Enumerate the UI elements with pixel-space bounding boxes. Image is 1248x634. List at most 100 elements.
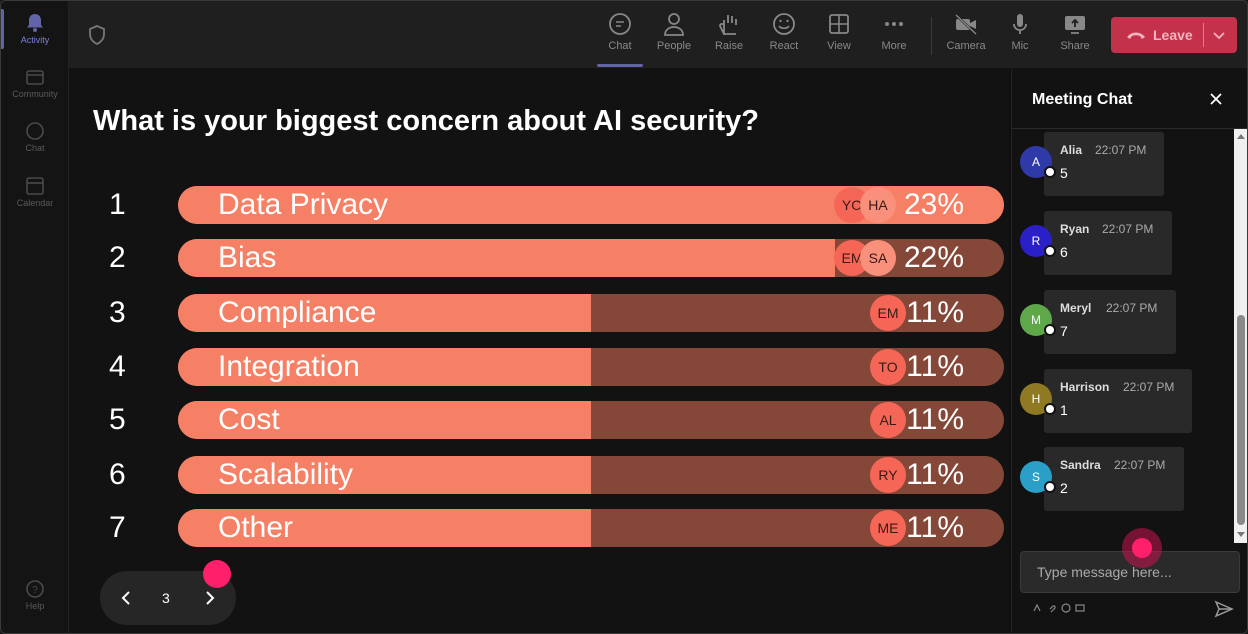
poll-option-row[interactable]: 2 Bias 22% EM SA [69,239,1009,277]
scrollbar-thumb[interactable] [1237,315,1245,525]
message-bubble: Sandra 22:07 PM 2 [1044,447,1184,511]
community-icon [26,70,44,85]
toolbar-view-button[interactable]: View [814,11,864,52]
svg-text:?: ? [32,585,38,596]
camera-off-icon [955,14,977,35]
chat-message-list: Alia 22:07 PM 5 A Ryan 22:07 PM 6 R Mery… [1012,129,1234,543]
toolbar-raise-button[interactable]: Raise [704,11,754,52]
message-bubble: Alia 22:07 PM 5 [1044,132,1164,196]
option-percent: 11% [906,511,964,544]
poll-option-row[interactable]: 6 Scalability 11% RY [69,456,1009,494]
chat-message[interactable]: Alia 22:07 PM 5 A [1012,132,1234,196]
toolbar-share-label: Share [1060,40,1090,52]
format-icon[interactable] [1032,603,1042,613]
toolbar-share-button[interactable]: Share [1050,11,1100,52]
option-number: 6 [109,458,126,491]
option-bar: Cost 11% AL [178,401,1004,439]
poll-option-row[interactable]: 3 Compliance 11% EM [69,294,1009,332]
presence-status-icon [1044,403,1056,415]
toolbar-camera-label: Camera [946,40,986,52]
chat-icon [26,122,44,140]
gif-icon[interactable] [1075,603,1085,613]
toolbar-view-label: View [827,40,851,52]
rail-item-chat[interactable]: Chat [1,121,69,153]
toolbar-react-button[interactable]: React [759,11,809,52]
message-time: 22:07 PM [1102,222,1154,236]
toolbar-chat-label: Chat [608,40,632,52]
rail-item-activity[interactable]: Activity [1,13,69,45]
option-bar: Bias 22% EM SA [178,239,1004,277]
chevron-right-icon[interactable] [200,588,220,608]
leave-label: Leave [1153,27,1193,43]
toolbar-mic-button[interactable]: Mic [995,11,1045,52]
smiley-icon [773,13,795,35]
chevron-left-icon[interactable] [116,588,136,608]
poll-question: What is your biggest concern about AI se… [93,105,760,137]
shield-icon[interactable] [87,25,107,45]
option-label: Integration [218,350,360,383]
message-time: 22:07 PM [1123,380,1175,394]
toolbar-chat-button[interactable]: Chat [595,11,645,52]
more-dots-icon [885,22,903,26]
avatar[interactable]: R [1020,225,1052,257]
presence-status-icon [1044,245,1056,257]
message-bubble: Meryl 22:07 PM 7 [1044,290,1176,354]
leave-button[interactable]: Leave [1111,17,1237,53]
pointer-highlight-chat [1122,528,1162,568]
message-author: Meryl [1060,301,1092,315]
option-label: Data Privacy [218,188,389,221]
message-author: Alia [1060,143,1083,157]
toolbar-camera-button[interactable]: Camera [941,11,991,52]
chat-message[interactable]: Harrison 22:07 PM 1 H [1012,369,1234,433]
meeting-toolbar: Chat People Raise React View More Camera [69,1,1247,69]
option-bar: Scalability 11% RY [178,456,1004,494]
toolbar-more-button[interactable]: More [869,11,919,52]
phone-hangup-icon [1127,32,1145,39]
option-bar-fill [178,239,835,277]
option-label: Compliance [218,296,377,329]
toolbar-react-label: React [769,40,799,52]
poll-option-row[interactable]: 1 Data Privacy 23% YO HA [69,186,1009,224]
option-bar-fill [178,401,591,439]
option-label: Cost [218,403,280,436]
chat-active-indicator [597,64,643,67]
scroll-down-icon[interactable] [1236,531,1246,539]
message-text: 5 [1060,165,1068,181]
toolbar-people-label: People [656,40,692,52]
option-label: Other [218,511,294,544]
emoji-icon[interactable] [1061,603,1071,613]
option-percent: 11% [906,403,964,436]
chat-message[interactable]: Ryan 22:07 PM 6 R [1012,211,1234,275]
rail-label-calendar: Calendar [16,198,54,208]
option-bar: Compliance 11% EM [178,294,1004,332]
pointer-highlight [203,560,231,588]
message-time: 22:07 PM [1106,301,1158,315]
send-icon[interactable] [1214,599,1234,619]
attach-icon[interactable] [1047,603,1057,613]
message-time: 22:07 PM [1114,458,1166,472]
chat-bubble-icon [609,13,631,35]
rail-item-community[interactable]: Community [1,67,69,99]
poll-option-row[interactable]: 7 Other 11% ME [69,509,1009,547]
presence-status-icon [1044,166,1056,178]
toolbar-people-button[interactable]: People [649,11,699,52]
message-author: Harrison [1060,380,1110,394]
option-label: Scalability [218,458,354,491]
meeting-chat-panel: Meeting Chat Alia 22:07 PM 5 A Ryan 22:0… [1011,69,1247,633]
poll-option-row[interactable]: 5 Cost 11% AL [69,401,1009,439]
help-icon: ? [26,580,44,598]
close-icon[interactable] [1208,91,1224,107]
message-text: 6 [1060,244,1068,260]
scroll-up-icon[interactable] [1236,132,1246,140]
rail-item-calendar[interactable]: Calendar [1,176,69,208]
chat-message[interactable]: Meryl 22:07 PM 7 M [1012,290,1234,354]
toolbar-mic-label: Mic [1011,40,1029,52]
option-bar: Data Privacy 23% YO HA [178,186,1004,224]
chat-scrollbar[interactable] [1234,129,1247,543]
poll-option-row[interactable]: 4 Integration 11% TO [69,348,1009,386]
chevron-down-icon[interactable] [1211,27,1227,43]
rail-label-help: Help [25,601,45,611]
rail-item-help[interactable]: ? Help [1,579,69,611]
chat-message[interactable]: Sandra 22:07 PM 2 S [1012,447,1234,511]
option-percent: 11% [906,296,964,329]
